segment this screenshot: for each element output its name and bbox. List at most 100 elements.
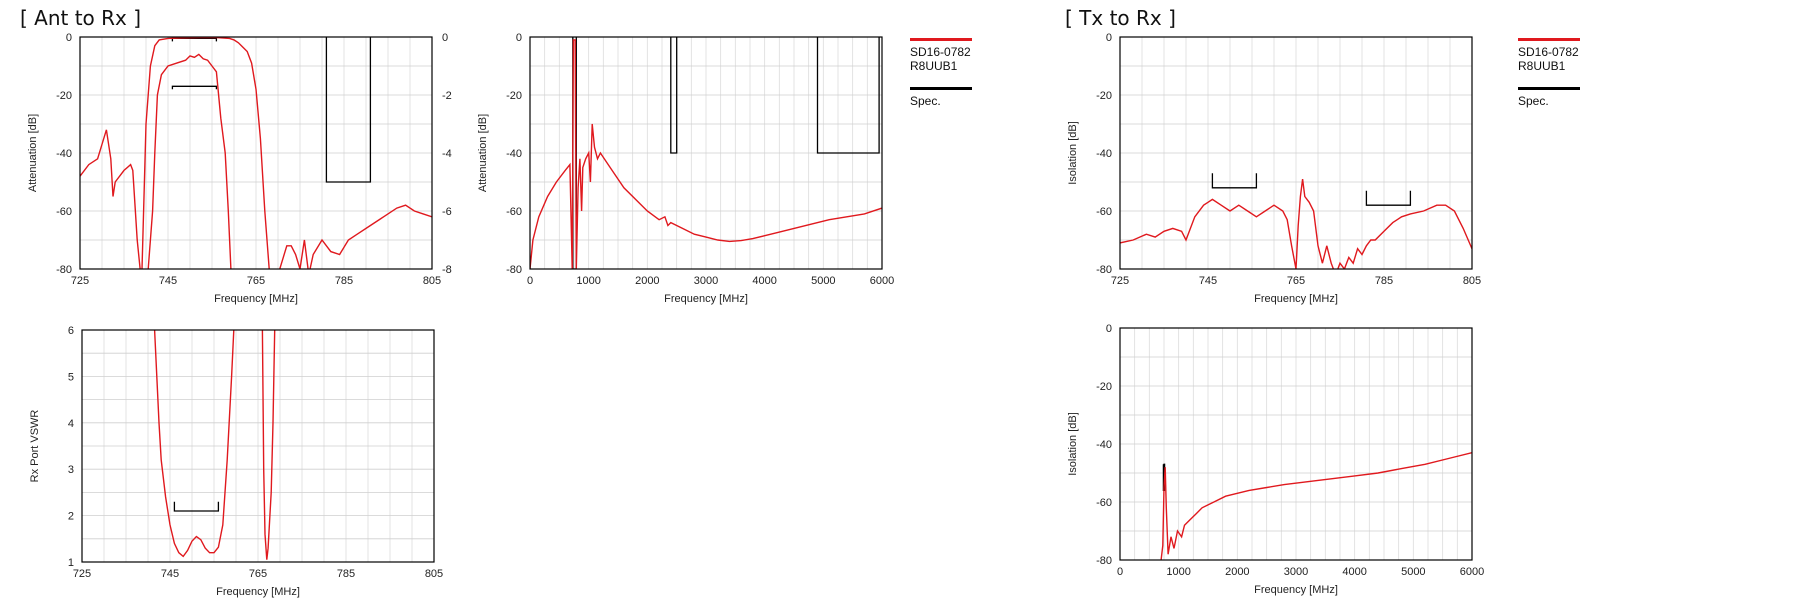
- legend-entry: SD16-0782 R8UUB1: [910, 38, 972, 73]
- x-tick-label: 0: [1117, 566, 1123, 578]
- series-line-measured: [1120, 179, 1472, 269]
- y-tick-label: -60: [1096, 206, 1112, 218]
- legend-ant-rx: SD16-0782 R8UUB1 Spec.: [910, 38, 972, 122]
- y2-tick-label: -4: [442, 148, 452, 160]
- spec-line: [1365, 190, 1412, 206]
- legend-swatch: [1518, 87, 1580, 90]
- x-tick-label: 805: [423, 275, 441, 287]
- y-tick-label: -20: [506, 90, 522, 102]
- x-axis-label: Frequency [MHz]: [664, 293, 748, 305]
- spec-line: [173, 501, 220, 512]
- spec-line: [325, 37, 372, 183]
- y-tick-label: -80: [506, 264, 522, 276]
- y-tick-label: -20: [1096, 381, 1112, 393]
- y-tick-label: 4: [68, 418, 74, 430]
- series-line-measured: [530, 39, 882, 269]
- legend-swatch: [910, 87, 972, 90]
- x-tick-label: 745: [1199, 275, 1217, 287]
- x-tick-label: 4000: [1342, 566, 1366, 578]
- x-tick-label: 805: [1463, 275, 1481, 287]
- x-tick-label: 3000: [1284, 566, 1308, 578]
- chart-ant-rx-passband: 725 745 765 785 805 0 -20 -40 -60 -80 0 -2 -4 -6 -8 Fre…: [27, 32, 452, 305]
- y-tick-label: -60: [1096, 497, 1112, 509]
- y-tick-label: 3: [68, 464, 74, 476]
- section-title-tx-rx: [ Tx to Rx ]: [1065, 6, 1176, 30]
- y-tick-label: -80: [1096, 555, 1112, 567]
- chart-ant-rx-wideband: 0 1000 2000 3000 4000 5000 6000 0 -20 -40 -60 -80 Fr…: [477, 32, 894, 305]
- x-tick-label: 745: [159, 275, 177, 287]
- x-tick-label: 745: [161, 568, 179, 580]
- legend-label: Spec.: [1518, 94, 1549, 108]
- x-axis-label: Frequency [MHz]: [214, 293, 298, 305]
- y2-tick-label: -6: [442, 206, 452, 218]
- legend-tx-rx: SD16-0782 R8UUB1 Spec.: [1518, 38, 1580, 122]
- x-tick-label: 725: [73, 568, 91, 580]
- x-axis-label: Frequency [MHz]: [216, 586, 300, 598]
- x-tick-label: 3000: [694, 275, 718, 287]
- spec-line: [171, 85, 218, 90]
- plot-frame: [529, 36, 883, 270]
- y-tick-label: -60: [56, 206, 72, 218]
- y-tick-label: -20: [1096, 90, 1112, 102]
- x-tick-label: 5000: [1401, 566, 1425, 578]
- y-tick-label: 6: [68, 325, 74, 337]
- y-axis-label: Isolation [dB]: [1067, 412, 1079, 476]
- y-axis-label: Rx Port VSWR: [29, 410, 41, 483]
- y-tick-label: 0: [1106, 32, 1112, 44]
- spec-line: [816, 37, 880, 154]
- series-line-measured: [80, 37, 432, 269]
- x-tick-label: 765: [249, 568, 267, 580]
- x-tick-label: 725: [71, 275, 89, 287]
- y-tick-label: -40: [1096, 148, 1112, 160]
- y-tick-label: -20: [56, 90, 72, 102]
- legend-swatch: [1518, 38, 1580, 41]
- x-tick-label: 4000: [752, 275, 776, 287]
- x-tick-label: 1000: [576, 275, 600, 287]
- legend-entry: Spec.: [910, 87, 972, 108]
- x-tick-label: 785: [335, 275, 353, 287]
- spec-line: [171, 37, 218, 42]
- y-axis-label: Attenuation [dB]: [27, 114, 39, 192]
- series-line-measured: [1160, 452, 1472, 560]
- x-axis-label: Frequency [MHz]: [1254, 293, 1338, 305]
- y2-tick-label: -2: [442, 90, 452, 102]
- legend-entry: SD16-0782 R8UUB1: [1518, 38, 1580, 73]
- x-tick-label: 765: [247, 275, 265, 287]
- y-tick-label: -60: [506, 206, 522, 218]
- y-tick-label: -40: [1096, 439, 1112, 451]
- legend-entry: Spec.: [1518, 87, 1580, 108]
- chart-tx-rx-passband: 725 745 765 785 805 0 -20 -40 -60 -80 Frequency [M…: [1067, 32, 1481, 305]
- section-title-ant-rx: [ Ant to Rx ]: [20, 6, 142, 30]
- legend-label: Spec.: [910, 94, 941, 108]
- y-tick-label: -80: [1096, 264, 1112, 276]
- y-tick-label: 1: [68, 557, 74, 569]
- series-line-measured: [153, 330, 235, 558]
- x-tick-label: 805: [425, 568, 443, 580]
- x-tick-label: 785: [337, 568, 355, 580]
- x-tick-label: 6000: [870, 275, 894, 287]
- plot-frame: [1119, 36, 1473, 270]
- y2-tick-label: 0: [442, 32, 448, 44]
- y-axis-label: Isolation [dB]: [1067, 121, 1079, 185]
- legend-label: SD16-0782 R8UUB1: [1518, 45, 1579, 73]
- x-tick-label: 5000: [811, 275, 835, 287]
- chart-rx-vswr: 725 745 765 785 805 1 2 3 4 5 6 Frequency [MHz] Rx P…: [29, 325, 443, 598]
- spec-line: [1211, 173, 1258, 189]
- x-tick-label: 765: [1287, 275, 1305, 287]
- y-tick-label: 0: [1106, 323, 1112, 335]
- plot-frame: [79, 36, 433, 270]
- y-tick-label: -40: [506, 148, 522, 160]
- y-tick-label: 5: [68, 371, 74, 383]
- legend-swatch: [910, 38, 972, 41]
- spec-line: [670, 37, 678, 154]
- y-tick-label: 0: [66, 32, 72, 44]
- x-tick-label: 0: [527, 275, 533, 287]
- x-tick-label: 785: [1375, 275, 1393, 287]
- x-tick-label: 1000: [1166, 566, 1190, 578]
- y2-tick-label: -8: [442, 264, 452, 276]
- x-axis-label: Frequency [MHz]: [1254, 584, 1338, 596]
- x-tick-label: 2000: [635, 275, 659, 287]
- y-tick-label: -80: [56, 264, 72, 276]
- y-tick-label: -40: [56, 148, 72, 160]
